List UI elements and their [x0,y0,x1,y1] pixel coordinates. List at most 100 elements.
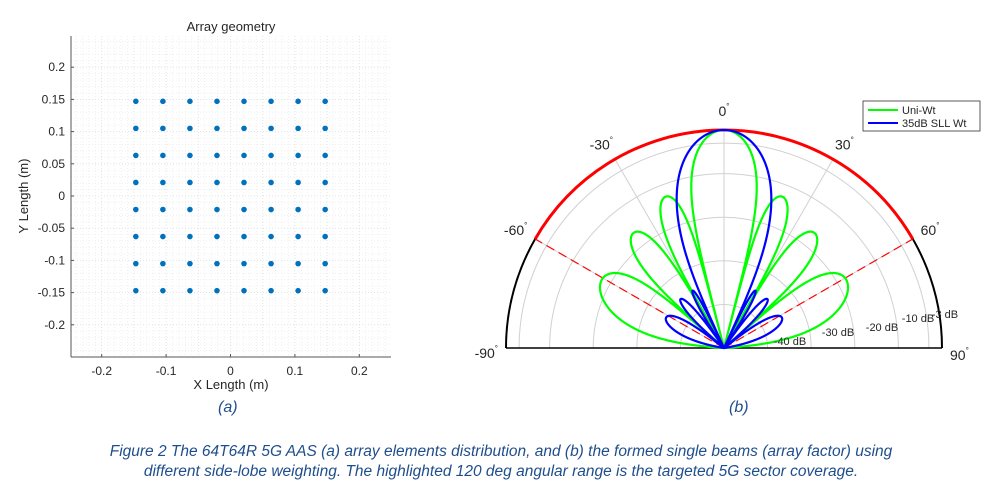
highlight-boundary-line [723,238,914,349]
x-tick-label: 0 [227,364,234,378]
radial-tick-label: -3 dB [932,309,958,321]
array-element-marker [160,98,166,105]
degree-symbol: ° [726,102,729,111]
array-element-marker [295,260,301,267]
array-element-marker [241,206,247,213]
array-geometry-plot: -0.2 -0.1 0 0.1 0.2 0.2 0.15 0.1 0.05 0 -0.05 -0.1 -… [16,19,391,392]
array-element-marker [322,206,328,213]
array-element-marker [160,125,166,132]
array-element-marker [214,152,220,159]
x-tick-label: 0.2 [351,364,368,378]
degree-symbol: ° [495,344,498,353]
array-element-marker [322,260,328,267]
array-element-marker [187,233,193,240]
y-tick-label: 0.05 [42,157,66,171]
array-element-marker [241,233,247,240]
degree-symbol: ° [851,135,854,144]
y-tick-label: -0.05 [38,221,66,235]
array-element-marker [160,287,166,294]
array-element-marker [214,233,220,240]
degree-symbol: ° [524,221,527,230]
polar-labels: -90° -60° -30° 0° 30° 60° 90° -40 dB -30 dB -20 d… [475,102,969,363]
array-element-marker [295,233,301,240]
theta-tick-label: 0° [719,102,730,119]
array-element-marker [214,98,220,105]
array-element-marker [133,287,139,294]
beam-patterns [598,128,850,350]
array-element-marker [187,152,193,159]
x-tick-label: -0.1 [156,364,177,378]
y-tick-label: -0.1 [44,253,65,267]
array-element-marker [214,287,220,294]
legend-entry-label: 35dB SLL Wt [902,118,966,130]
y-axis-label: Y Length (m) [16,159,31,234]
array-element-marker [160,152,166,159]
y-tick-label: -0.2 [44,318,65,332]
array-element-marker [214,206,220,213]
array-element-marker [295,287,301,294]
array-element-marker [268,98,274,105]
array-element-marker [295,152,301,159]
radial-tick-label: -40 dB [774,336,806,348]
array-element-marker [133,152,139,159]
polar-beam-plot: -90° -60° -30° 0° 30° 60° 90° -40 dB -30 dB -20 d… [475,100,981,363]
radial-tick-label: -30 dB [822,327,854,339]
array-element-marker [214,125,220,132]
x-tick-label: -0.2 [91,364,112,378]
y-tick-label: 0 [58,189,65,203]
y-tick-label: -0.15 [38,286,66,300]
highlight-boundary-line [534,238,725,349]
x-tick-label: 0.1 [287,364,304,378]
radial-tick-label: -10 dB [902,313,934,325]
panel-a-label: (a) [218,399,238,416]
degree-symbol: ° [936,221,939,230]
array-element-marker [295,206,301,213]
polar-grid [505,129,943,349]
array-element-marker [322,287,328,294]
array-element-marker [187,98,193,105]
theta-tick-label: 90° [950,346,969,363]
array-element-marker [322,179,328,186]
theta-tick-label: -60° [504,221,527,238]
array-element-marker [214,179,220,186]
array-element-marker [322,152,328,159]
x-axis-label: X Length (m) [193,377,268,392]
y-tick-label: 0.1 [48,125,65,139]
figure-caption-line-2: different side-lobe weighting. The highl… [143,463,859,480]
array-element-marker [133,206,139,213]
array-elements [133,98,328,294]
radial-tick-label: -20 dB [866,322,898,334]
array-element-marker [187,287,193,294]
array-element-marker [295,98,301,105]
theta-tick-label: -30° [590,135,613,152]
array-element-marker [268,260,274,267]
array-element-marker [241,179,247,186]
array-element-marker [241,125,247,132]
plot-title: Array geometry [187,19,276,34]
array-element-marker [268,206,274,213]
theta-tick-label: 30° [835,135,854,152]
array-element-marker [322,125,328,132]
degree-symbol: ° [966,346,969,355]
axes [70,36,391,358]
array-element-marker [133,260,139,267]
array-element-marker [268,287,274,294]
array-element-marker [160,233,166,240]
figure-canvas: -0.2 -0.1 0 0.1 0.2 0.2 0.15 0.1 0.05 0 -0.05 -0.1 -… [16,19,981,392]
array-element-marker [133,179,139,186]
array-element-marker [322,233,328,240]
array-element-marker [268,179,274,186]
array-element-marker [133,233,139,240]
tick-labels: -0.2 -0.1 0 0.1 0.2 0.2 0.15 0.1 0.05 0 -0.05 -0.1 -… [38,60,368,378]
theta-tick-label: 60° [921,221,940,238]
array-element-marker [133,125,139,132]
array-element-marker [241,260,247,267]
grid-lines [71,36,391,357]
array-element-marker [241,287,247,294]
figure-caption-line-1: Figure 2 The 64T64R 5G AAS (a) array ele… [109,443,893,460]
array-element-marker [268,233,274,240]
array-element-marker [187,260,193,267]
array-element-marker [268,152,274,159]
array-element-marker [187,125,193,132]
